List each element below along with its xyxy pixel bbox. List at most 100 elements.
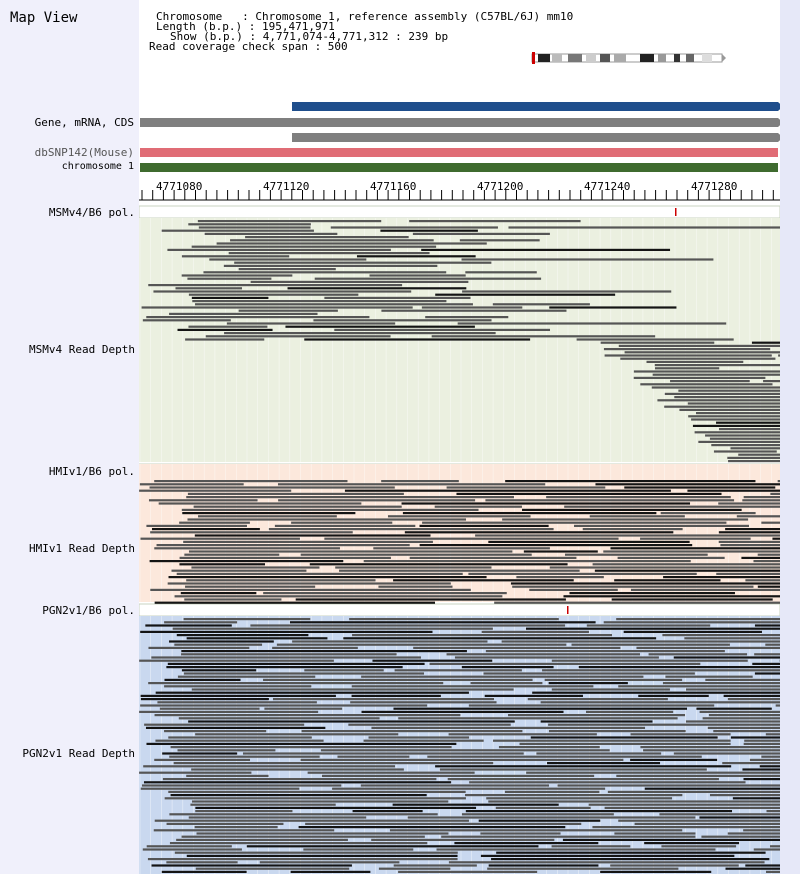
- read: [701, 835, 800, 838]
- read-pileup-area[interactable]: [139, 204, 800, 874]
- scroll-edge[interactable]: [780, 0, 800, 874]
- cds-bar[interactable]: [292, 133, 778, 142]
- mrna-bar[interactable]: [292, 102, 778, 111]
- msm-pol-label: MSMv4/B6 pol.: [48, 206, 135, 219]
- read: [216, 242, 487, 245]
- read: [547, 762, 661, 765]
- read: [498, 746, 600, 749]
- read: [592, 563, 799, 566]
- read: [349, 618, 559, 621]
- read: [526, 771, 798, 774]
- read: [290, 870, 371, 873]
- read: [142, 784, 342, 787]
- read: [188, 816, 367, 819]
- read: [738, 453, 800, 456]
- read: [143, 765, 395, 768]
- read: [161, 229, 314, 232]
- read: [743, 778, 800, 781]
- read: [154, 758, 251, 761]
- read: [603, 550, 796, 553]
- read: [673, 752, 800, 755]
- read: [586, 624, 711, 627]
- read: [145, 624, 232, 627]
- read: [167, 582, 451, 585]
- read: [350, 701, 497, 704]
- read: [610, 547, 800, 550]
- read: [174, 643, 263, 646]
- dbsnp-bar[interactable]: [140, 148, 778, 157]
- read: [139, 771, 252, 774]
- read: [708, 714, 800, 717]
- read: [320, 749, 610, 752]
- read: [698, 440, 800, 443]
- read: [702, 717, 800, 720]
- label-panel: [0, 0, 139, 874]
- read: [421, 306, 523, 309]
- read: [563, 595, 785, 598]
- read: [540, 720, 653, 723]
- read: [167, 662, 425, 665]
- read: [630, 758, 718, 761]
- read: [692, 424, 800, 427]
- read: [431, 335, 656, 338]
- read: [380, 229, 478, 232]
- ruler-tick-label: 4771200: [477, 180, 523, 193]
- read: [459, 239, 540, 242]
- read: [191, 566, 320, 569]
- read: [324, 296, 471, 299]
- read: [663, 576, 800, 579]
- read: [759, 765, 800, 768]
- read: [372, 659, 493, 662]
- read: [185, 585, 316, 588]
- read: [674, 396, 800, 399]
- read: [549, 306, 677, 309]
- read: [141, 306, 413, 309]
- read: [716, 421, 800, 424]
- read: [652, 373, 800, 376]
- read: [502, 518, 749, 521]
- read: [412, 232, 550, 235]
- read: [465, 794, 683, 797]
- read: [314, 277, 542, 280]
- snp-marker[interactable]: [567, 606, 569, 614]
- gene-bar[interactable]: [140, 118, 778, 127]
- read: [181, 255, 290, 258]
- read: [224, 332, 496, 335]
- read: [480, 854, 735, 857]
- ideogram-band: [686, 54, 694, 62]
- read: [204, 232, 338, 235]
- read: [728, 460, 800, 463]
- chromosome-ideogram[interactable]: [528, 51, 728, 65]
- read: [148, 284, 403, 287]
- chromosome-bar[interactable]: [140, 163, 778, 172]
- read: [168, 790, 466, 793]
- read: [172, 627, 493, 630]
- read: [439, 768, 707, 771]
- ideogram-band: [538, 54, 550, 62]
- snp-marker[interactable]: [675, 208, 677, 216]
- read: [203, 271, 447, 274]
- dbsnp-track-label: dbSNP142(Mouse): [34, 146, 134, 159]
- read: [618, 344, 798, 347]
- read: [548, 723, 800, 726]
- read: [576, 338, 734, 341]
- read: [186, 579, 376, 582]
- read: [557, 784, 800, 787]
- read: [655, 367, 720, 370]
- read: [352, 810, 423, 813]
- read: [419, 524, 549, 527]
- read: [743, 742, 800, 745]
- read: [402, 512, 657, 515]
- read: [151, 656, 421, 659]
- read: [512, 585, 754, 588]
- read: [435, 765, 732, 768]
- read: [695, 412, 800, 415]
- read: [263, 592, 507, 595]
- ruler-tick-label: 4771240: [584, 180, 630, 193]
- read: [167, 248, 391, 251]
- read: [588, 803, 800, 806]
- read: [640, 537, 751, 540]
- read: [462, 290, 672, 293]
- read: [186, 774, 269, 777]
- read: [186, 637, 328, 640]
